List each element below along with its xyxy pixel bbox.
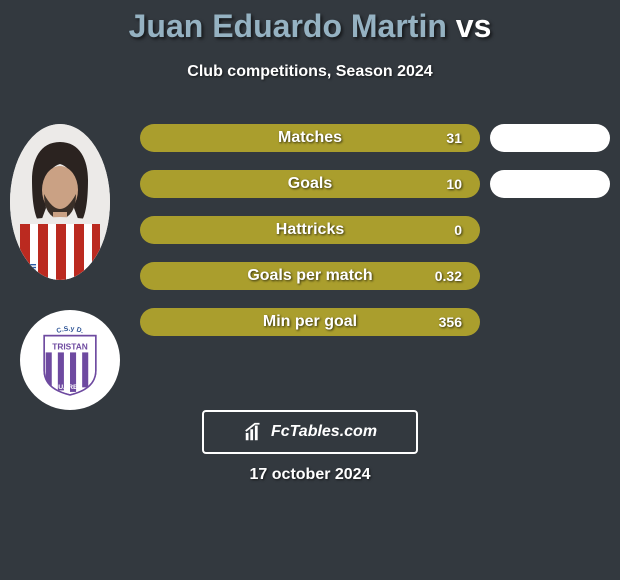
subtitle: Club competitions, Season 2024 <box>0 63 620 81</box>
bar-value: 0.32 <box>435 268 462 284</box>
svg-text:C.S.y D.: C.S.y D. <box>56 326 85 336</box>
crest-mid-text: TRISTAN <box>52 341 88 351</box>
bar-value: 0 <box>454 222 462 238</box>
bar-hattricks: Hattricks 0 <box>140 216 480 244</box>
brand-text: FcTables.com <box>271 423 377 441</box>
comparison-pills <box>490 124 610 354</box>
bar-label: Matches <box>278 129 342 147</box>
crest-arc-text: C.S.y D. <box>56 326 85 336</box>
bar-min-per-goal: Min per goal 356 <box>140 308 480 336</box>
bar-goals: Goals 10 <box>140 170 480 198</box>
page-title: Juan Eduardo Martin vs <box>0 0 620 45</box>
pill-goals <box>490 170 610 198</box>
crest-bot-text: UAREZ <box>58 384 82 391</box>
pill-matches <box>490 124 610 152</box>
club-crest: C.S.y D. TRISTAN UAREZ <box>20 310 120 410</box>
bar-matches: Matches 31 <box>140 124 480 152</box>
player-avatar <box>10 124 110 280</box>
bar-label: Goals <box>288 175 332 193</box>
vs-label: vs <box>456 8 492 44</box>
chart-icon <box>243 421 265 443</box>
bar-label: Goals per match <box>247 267 372 285</box>
bar-value: 10 <box>446 176 462 192</box>
bar-value: 31 <box>446 130 462 146</box>
footer-date: 17 october 2024 <box>250 466 371 484</box>
stat-bars: Matches 31 Goals 10 Hattricks 0 Goals pe… <box>140 124 480 354</box>
brand-badge: FcTables.com <box>202 410 418 454</box>
bar-value: 356 <box>439 314 462 330</box>
player-name: Juan Eduardo Martin <box>129 8 447 44</box>
bar-label: Min per goal <box>263 313 357 331</box>
bar-label: Hattricks <box>276 221 344 239</box>
bar-goals-per-match: Goals per match 0.32 <box>140 262 480 290</box>
